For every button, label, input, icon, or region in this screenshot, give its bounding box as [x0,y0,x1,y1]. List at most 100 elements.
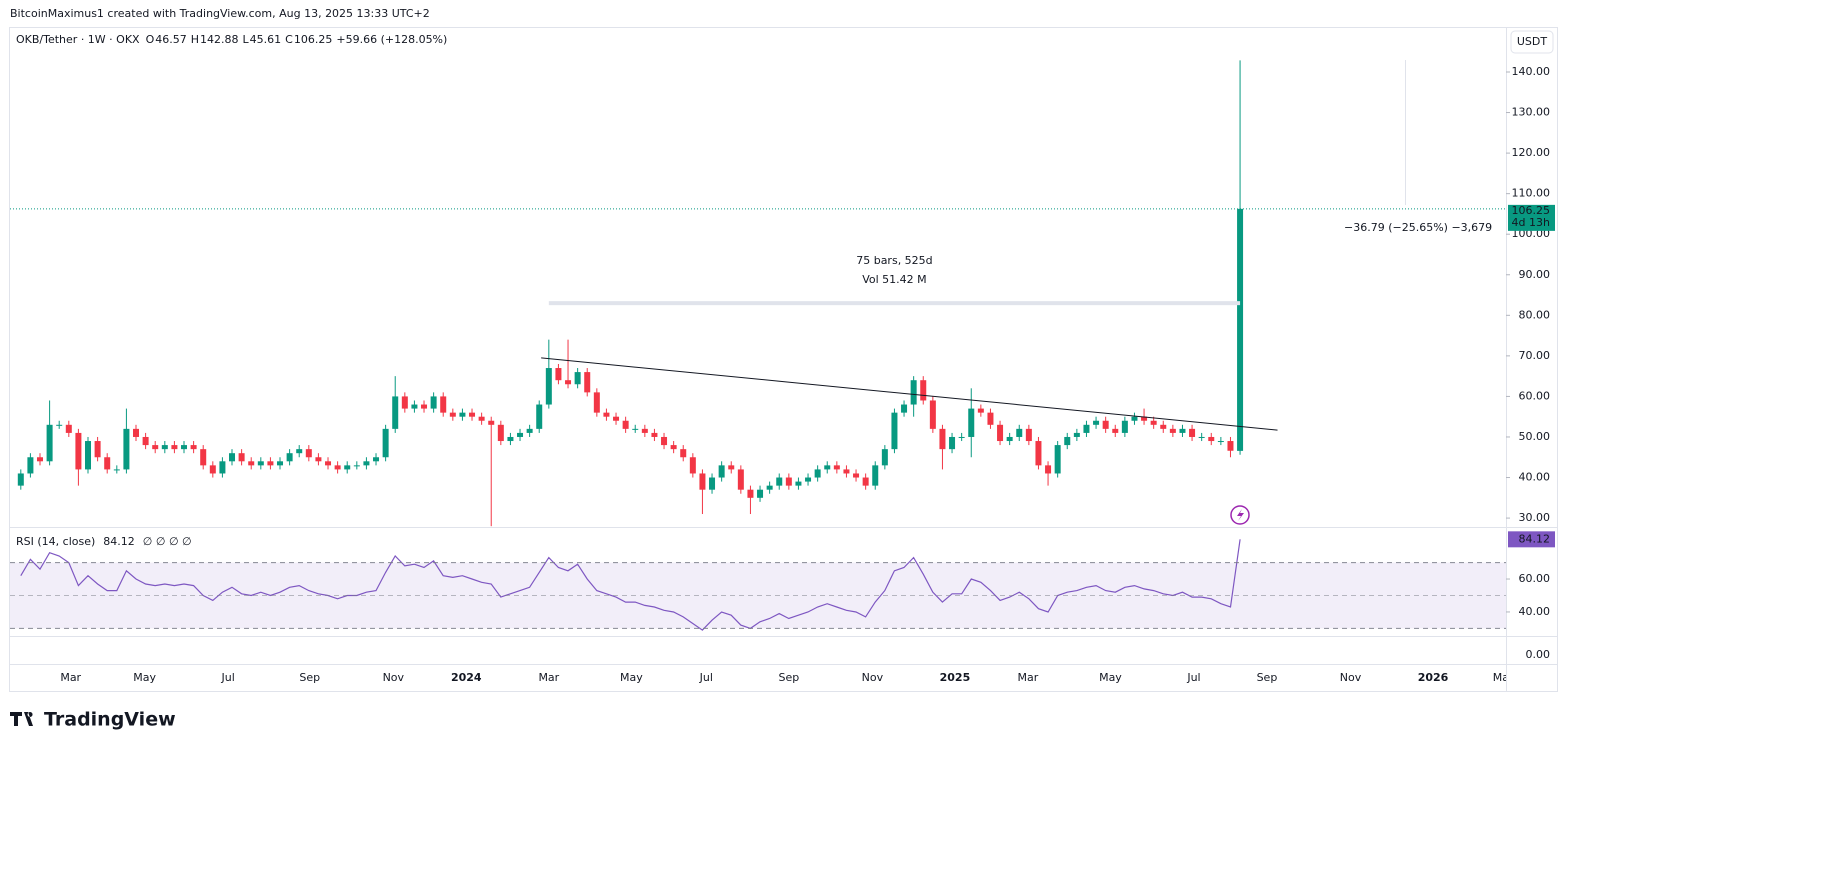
rsi-value-box [1508,531,1555,548]
candle-body [833,465,840,470]
candle-body [1112,428,1119,433]
candle-body [651,432,658,437]
change: +59.66 (+128.05%) [336,33,447,46]
ohlc-key: C [285,33,293,46]
candle-body [1121,420,1128,433]
candle-body [161,445,168,450]
y-tick-label: 80.00 [1519,308,1551,321]
candle-body [353,465,360,467]
currency[interactable]: USDT [1517,35,1548,48]
candle-body [449,412,456,417]
x-tick-label: 2025 [940,671,971,684]
candle-body [737,469,744,490]
candle-body [776,477,783,486]
ohlc-key: H [191,33,199,46]
ohlc-key: O [146,33,155,46]
candle-body [555,368,562,381]
candle-body [1035,441,1042,466]
logo-mark [10,712,33,726]
candle-body [680,449,687,458]
candle-body [526,428,533,433]
rsi-value-label: 84.12 [1519,532,1551,545]
candle-body [27,457,34,474]
candle-body [565,380,572,385]
candle-body [1141,416,1148,421]
candle-body [1217,441,1224,443]
candle-body [1198,436,1205,438]
candle-body [622,420,629,429]
candle-body [1045,465,1052,474]
candle-body [545,368,552,405]
plot-area [17,60,1278,631]
candle-body [1237,208,1244,451]
candle-body [641,428,648,433]
candle-body [1208,436,1215,442]
candle-body [709,477,716,490]
x-tick-label: May [1099,671,1122,684]
candle-body [296,449,303,454]
candle-body [757,489,764,498]
x-tick-label: Mar [60,671,81,684]
candle-body [872,465,879,486]
x-tick-label: Nov [1340,671,1362,684]
legend: OKB/Tether · 1W · OKX O 46.57 H 142.88 L 45.61… [16,33,447,46]
candle-body [94,441,101,458]
rsi-tick-label: 40.00 [1519,605,1551,618]
candle-body [814,469,821,478]
candle-body [334,465,341,470]
candle-body [824,465,831,470]
candle-body [392,396,399,429]
y-tick-label: 50.00 [1519,430,1551,443]
candle-body [325,461,332,466]
rsi-tick-label: 60.00 [1519,572,1551,585]
candle-body [257,461,264,466]
candle-body [133,428,140,437]
candle-body [469,412,476,417]
last-price-box [1508,204,1555,231]
y-tick-label: 110.00 [1512,187,1551,200]
candle-body [56,424,63,426]
x-tick-label: May [620,671,643,684]
candle-body [1102,420,1109,429]
ohlc-key: L [243,33,250,46]
candle-body [795,481,802,486]
currency-button[interactable] [1510,30,1554,54]
candle-body [430,396,437,409]
candle-body [536,404,543,429]
candle-body [344,465,351,470]
candle-body [584,372,591,393]
candle-body [1189,428,1196,437]
lower-pane-tick: 0.00 [1526,648,1551,661]
candle-body [891,412,898,450]
attribution: BitcoinMaximus1 created with TradingView… [10,7,430,20]
candle-body [363,461,370,466]
candle-body [785,477,792,486]
candle-body [200,449,207,466]
candle-body [689,457,696,474]
candle-body [277,461,284,466]
candle-body [718,465,725,478]
candle-body [411,404,418,409]
candle-body [1227,441,1234,451]
x-tick-label: Nov [383,671,405,684]
candle-body [488,420,495,425]
candle-body [181,445,188,450]
candle-body [910,380,917,405]
x-tick-label: Jul [1186,671,1200,684]
x-tick-label: Mar [1018,671,1039,684]
y-tick-label: 30.00 [1519,511,1551,524]
candle-body [1160,424,1167,429]
candle-body [613,416,620,421]
candle-body [373,457,380,462]
candle-body [901,404,908,413]
y-tick-label: 70.00 [1519,349,1551,362]
candle-body [766,485,773,490]
candle-body [104,457,111,470]
event-icon-bolt [1237,509,1244,521]
candle-body [1150,420,1157,425]
candle-body [113,469,120,471]
candle-body [286,453,293,462]
candle-body [85,441,92,470]
candle-body [152,445,159,450]
